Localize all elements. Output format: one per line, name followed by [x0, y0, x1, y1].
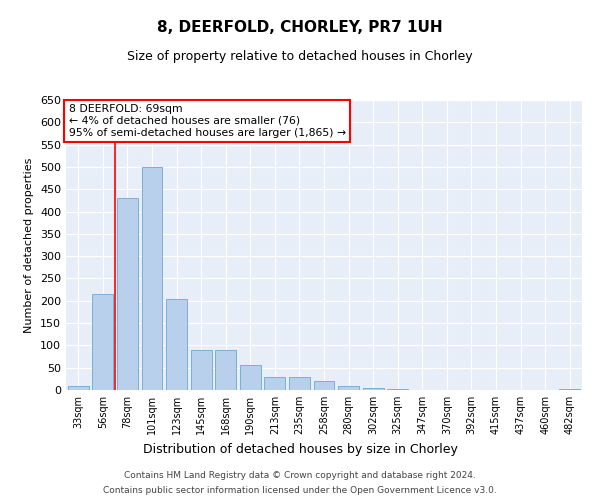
- Bar: [559, 389, 580, 390]
- Bar: [387, 389, 408, 390]
- Bar: [117, 198, 138, 390]
- Bar: [92, 294, 113, 390]
- Bar: [338, 386, 359, 390]
- Bar: [191, 350, 212, 390]
- Y-axis label: Number of detached properties: Number of detached properties: [25, 158, 34, 332]
- Text: Contains HM Land Registry data © Crown copyright and database right 2024.: Contains HM Land Registry data © Crown c…: [124, 471, 476, 480]
- Bar: [265, 376, 286, 390]
- Bar: [314, 381, 334, 390]
- Text: Size of property relative to detached houses in Chorley: Size of property relative to detached ho…: [127, 50, 473, 63]
- Bar: [362, 388, 383, 390]
- Text: Contains public sector information licensed under the Open Government Licence v3: Contains public sector information licen…: [103, 486, 497, 495]
- Text: Distribution of detached houses by size in Chorley: Distribution of detached houses by size …: [143, 444, 457, 456]
- Bar: [240, 366, 261, 390]
- Bar: [289, 376, 310, 390]
- Bar: [215, 350, 236, 390]
- Bar: [142, 167, 163, 390]
- Bar: [68, 386, 89, 390]
- Text: 8 DEERFOLD: 69sqm
← 4% of detached houses are smaller (76)
95% of semi-detached : 8 DEERFOLD: 69sqm ← 4% of detached house…: [68, 104, 346, 138]
- Bar: [166, 298, 187, 390]
- Text: 8, DEERFOLD, CHORLEY, PR7 1UH: 8, DEERFOLD, CHORLEY, PR7 1UH: [157, 20, 443, 35]
